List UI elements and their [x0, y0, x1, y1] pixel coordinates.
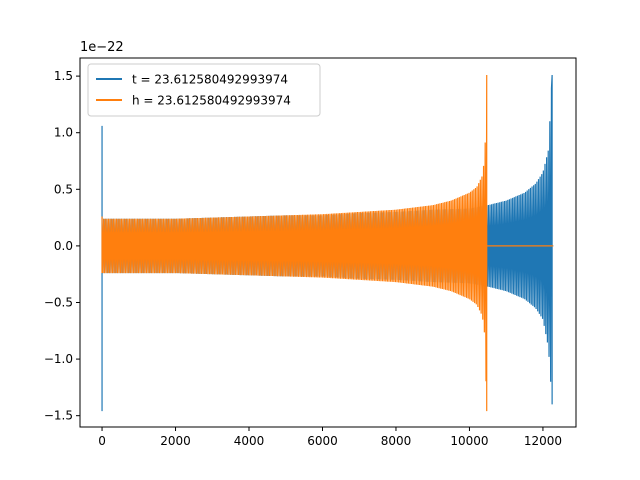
y-tick-label: 1.5 — [54, 69, 73, 83]
y-tick-label: −1.0 — [44, 352, 73, 366]
y-tick-label: 0.0 — [54, 239, 73, 253]
y-axis-offset-label: 1e−22 — [80, 40, 124, 55]
series-line-2 — [101, 74, 554, 412]
x-tick-label: 10000 — [450, 434, 488, 448]
y-tick-label: −0.5 — [44, 295, 73, 309]
y-tick-label: −1.5 — [44, 409, 73, 423]
x-tick-label: 8000 — [381, 434, 412, 448]
legend-label-2: h = 23.612580492993974 — [132, 94, 291, 108]
series-2 — [101, 74, 554, 412]
x-tick-label: 2000 — [160, 434, 191, 448]
x-tick-label: 4000 — [234, 434, 265, 448]
y-tick-label: 0.5 — [54, 182, 73, 196]
legend-box — [87, 63, 321, 117]
y-tick-label: 1.0 — [54, 126, 73, 140]
axes-frame — [79, 57, 577, 428]
x-tick-label: 12000 — [524, 434, 562, 448]
x-tick-label: 0 — [98, 434, 106, 448]
legend: t = 23.612580492993974 h = 23.61258049299… — [87, 63, 321, 117]
axis-ticks: 0 2000 4000 6000 8000 10000 12000 −1.5 −1.0 −0.5 0… — [44, 69, 562, 448]
legend-label-1: t = 23.612580492993974 — [132, 73, 288, 87]
x-tick-label: 6000 — [307, 434, 338, 448]
plot-area — [101, 74, 554, 412]
